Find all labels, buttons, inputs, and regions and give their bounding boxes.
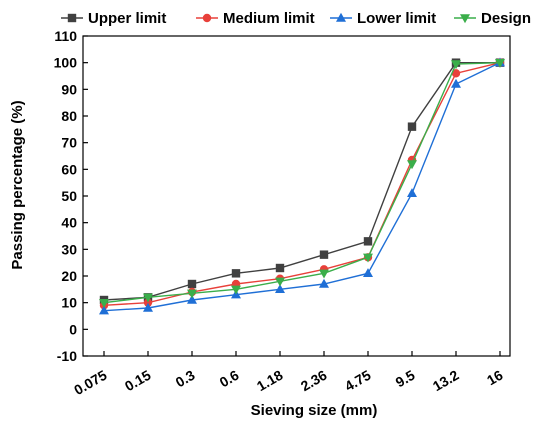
data-point bbox=[202, 13, 212, 23]
data-point bbox=[143, 298, 153, 307]
data-point bbox=[99, 298, 109, 308]
y-tick-label: 0 bbox=[69, 321, 77, 337]
data-point bbox=[363, 253, 373, 263]
x-tick-label: 4.75 bbox=[342, 367, 374, 395]
data-point bbox=[319, 250, 329, 259]
data-point bbox=[275, 284, 285, 294]
x-tick-label: 13.2 bbox=[430, 367, 462, 395]
data-point bbox=[451, 78, 461, 88]
x-tick-label: 0.3 bbox=[173, 367, 198, 391]
x-tick-label: 0.075 bbox=[71, 367, 110, 398]
data-point bbox=[407, 188, 417, 198]
x-tick-label: 9.5 bbox=[393, 367, 418, 391]
series-design bbox=[99, 58, 505, 308]
y-tick-label: 30 bbox=[61, 241, 77, 257]
series-line bbox=[103, 61, 501, 304]
data-point bbox=[495, 58, 505, 68]
y-tick-label: 70 bbox=[61, 135, 77, 151]
data-point bbox=[451, 69, 461, 78]
legend-entry: Upper limit bbox=[61, 10, 166, 27]
data-point bbox=[319, 269, 329, 279]
series-lower-limit bbox=[99, 57, 505, 315]
y-tick-label: 80 bbox=[61, 108, 77, 124]
y-axis: -10 0 10 20 30 40 50 60 70 80 90 100 110 bbox=[54, 28, 88, 364]
y-tick-label: 110 bbox=[54, 28, 77, 44]
x-tick-label: 1.18 bbox=[254, 367, 286, 395]
series-upper-limit bbox=[99, 58, 505, 305]
data-point bbox=[187, 279, 197, 289]
data-point bbox=[187, 289, 197, 299]
series-line bbox=[103, 61, 500, 301]
y-tick-label: 90 bbox=[61, 81, 77, 97]
data-point bbox=[407, 160, 417, 170]
y-tick-label: 60 bbox=[61, 161, 77, 177]
legend-label: Medium limit bbox=[223, 10, 315, 27]
data-point bbox=[187, 294, 197, 304]
x-axis-label: Sieving size (mm) bbox=[251, 402, 378, 419]
y-tick-label: 40 bbox=[61, 215, 77, 231]
data-point bbox=[460, 14, 470, 24]
legend-label: Upper limit bbox=[88, 10, 166, 27]
data-point bbox=[143, 302, 153, 312]
data-point bbox=[143, 293, 153, 303]
data-point bbox=[275, 263, 285, 273]
legend-label: Design bbox=[481, 10, 531, 27]
data-point bbox=[231, 285, 241, 295]
data-point bbox=[67, 13, 77, 23]
data-point bbox=[99, 305, 109, 315]
legend-entry: Design bbox=[454, 10, 531, 27]
x-tick-label: 16 bbox=[484, 367, 506, 389]
data-point bbox=[363, 237, 373, 246]
y-tick-label: 20 bbox=[61, 268, 77, 284]
y-tick-label: 10 bbox=[61, 295, 77, 311]
y-axis-label: Passing percentage (%) bbox=[9, 100, 26, 269]
y-tick-label: -10 bbox=[57, 348, 77, 364]
legend-label: Lower limit bbox=[357, 10, 436, 27]
data-point bbox=[451, 60, 461, 70]
data-point bbox=[275, 277, 285, 287]
y-tick-label: 100 bbox=[54, 55, 78, 71]
legend-entry: Medium limit bbox=[196, 10, 315, 27]
series-line bbox=[103, 62, 501, 312]
x-tick-label: 0.6 bbox=[217, 367, 242, 391]
x-axis: 0.075 0.15 0.3 0.6 1.18 2.36 4.75 9.5 13.2 16 bbox=[71, 351, 506, 398]
data-point bbox=[336, 12, 346, 22]
x-tick-label: 2.36 bbox=[298, 367, 330, 395]
data-point bbox=[319, 278, 329, 288]
x-tick-label: 0.15 bbox=[122, 367, 154, 395]
data-point bbox=[231, 269, 241, 278]
plot-area bbox=[82, 35, 511, 357]
data-point bbox=[407, 122, 417, 131]
legend: Upper limit Medium limit Lower limit Design bbox=[61, 10, 531, 27]
series-line bbox=[103, 61, 501, 307]
y-tick-label: 50 bbox=[61, 188, 77, 204]
data-point bbox=[363, 268, 373, 278]
series-medium-limit bbox=[99, 58, 505, 310]
legend-entry: Lower limit bbox=[330, 10, 436, 27]
